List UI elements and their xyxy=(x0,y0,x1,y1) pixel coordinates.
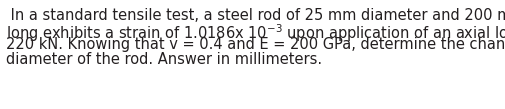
Text: diameter of the rod. Answer in millimeters.: diameter of the rod. Answer in millimete… xyxy=(6,51,322,66)
Text: 220 kN. Knowing that v = 0.4 and E = 200 GPa, determine the change in: 220 kN. Knowing that v = 0.4 and E = 200… xyxy=(6,37,505,52)
Text: long exhibits a strain of 1.0186x 10$^{-3}$ upon application of an axial load of: long exhibits a strain of 1.0186x 10$^{-… xyxy=(6,22,505,44)
Text: In a standard tensile test, a steel rod of 25 mm diameter and 200 mm: In a standard tensile test, a steel rod … xyxy=(6,8,505,23)
